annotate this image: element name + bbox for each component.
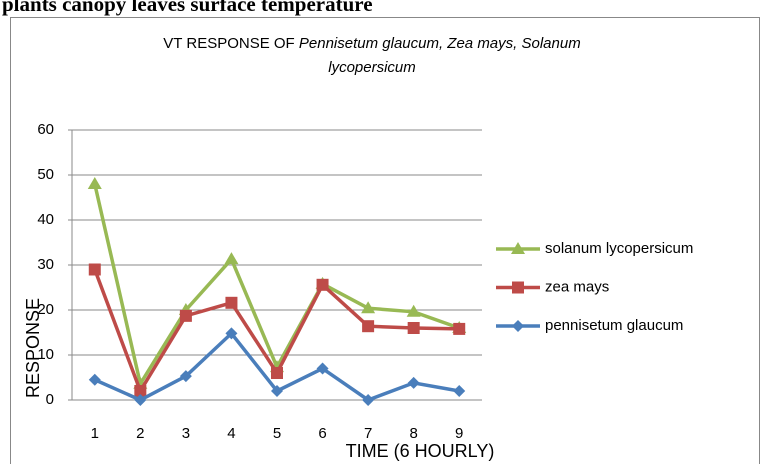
marker: [88, 263, 101, 276]
marker: [271, 385, 283, 397]
marker: [316, 278, 329, 291]
chart-frame: [10, 17, 760, 464]
marker: [512, 320, 524, 332]
marker: [453, 385, 466, 397]
marker: [453, 322, 466, 335]
legend-label: zea mays: [545, 278, 609, 295]
marker: [512, 281, 524, 294]
marker: [225, 327, 238, 340]
x-tick-label: 5: [273, 425, 281, 442]
x-tick-label: 3: [182, 425, 190, 442]
marker: [511, 242, 525, 254]
caption: plants canopy leaves surface temperature: [2, 0, 373, 16]
y-tick-label: 20: [37, 301, 54, 318]
chart-title: VT RESPONSE OF Pennisetum glaucum, Zea m…: [163, 35, 580, 52]
marker: [87, 177, 102, 189]
x-tick-label: 4: [227, 425, 235, 442]
marker: [224, 252, 239, 265]
x-tick-label: 1: [91, 425, 99, 442]
chart-title: lycopersicum: [328, 59, 416, 76]
y-tick-label: 0: [46, 391, 54, 408]
x-tick-label: 8: [409, 425, 417, 442]
marker: [407, 322, 420, 334]
title-plain: VT RESPONSE OF: [163, 35, 299, 52]
legend-label: solanum lycopersicum: [545, 240, 693, 257]
x-tick-label: 2: [136, 425, 144, 442]
x-tick-label: 7: [364, 425, 372, 442]
marker: [362, 394, 375, 406]
marker: [407, 376, 420, 389]
marker: [316, 362, 329, 375]
legend-label: pennisetum glaucum: [545, 317, 683, 334]
y-tick-label: 40: [37, 211, 54, 228]
x-tick-label: 6: [318, 425, 326, 442]
marker: [179, 309, 192, 322]
marker: [362, 320, 375, 333]
marker: [361, 301, 376, 314]
y-axis-label: RESPONSE: [23, 298, 43, 398]
y-tick-label: 50: [37, 166, 54, 183]
marker: [179, 370, 192, 383]
title-italic: Pennisetum glaucum, Zea mays, Solanum: [299, 35, 581, 52]
marker: [225, 296, 238, 309]
y-tick-label: 10: [37, 346, 54, 363]
marker: [271, 367, 283, 379]
y-tick-label: 60: [37, 121, 54, 138]
marker: [406, 304, 421, 317]
marker: [88, 373, 101, 386]
y-tick-label: 30: [37, 256, 54, 273]
x-axis-label: TIME (6 HOURLY): [346, 441, 495, 461]
x-tick-label: 9: [455, 425, 463, 442]
series-line: [93, 183, 460, 389]
marker: [134, 394, 147, 406]
marker: [134, 385, 147, 397]
